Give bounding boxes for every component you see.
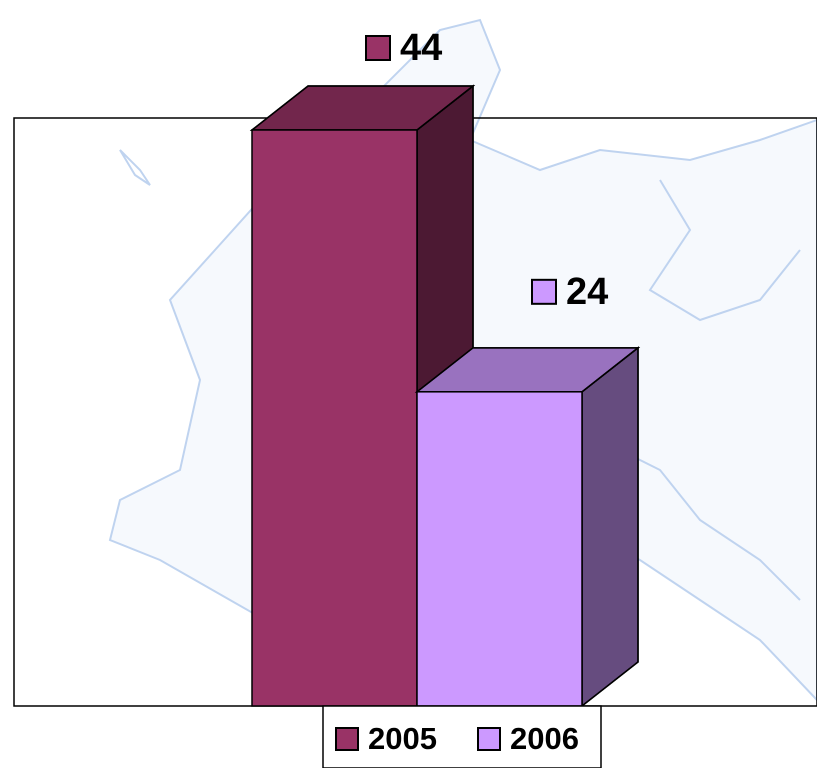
legend-box: [322, 705, 602, 768]
legend-label: 2005: [368, 721, 437, 756]
bar: [416, 391, 583, 707]
data-label: 44: [400, 27, 442, 69]
data-label: 24: [566, 271, 608, 313]
data-label-key: [531, 278, 557, 305]
data-label-key: [365, 35, 391, 61]
bar-3d: [249, 84, 476, 708]
bar-3d: [414, 346, 641, 708]
bar-side-shade: [581, 346, 639, 708]
legend-key: [477, 727, 501, 751]
bars: [249, 84, 641, 708]
bar: [251, 129, 418, 707]
legend-key: [335, 727, 359, 751]
legend-label: 2006: [510, 721, 579, 756]
